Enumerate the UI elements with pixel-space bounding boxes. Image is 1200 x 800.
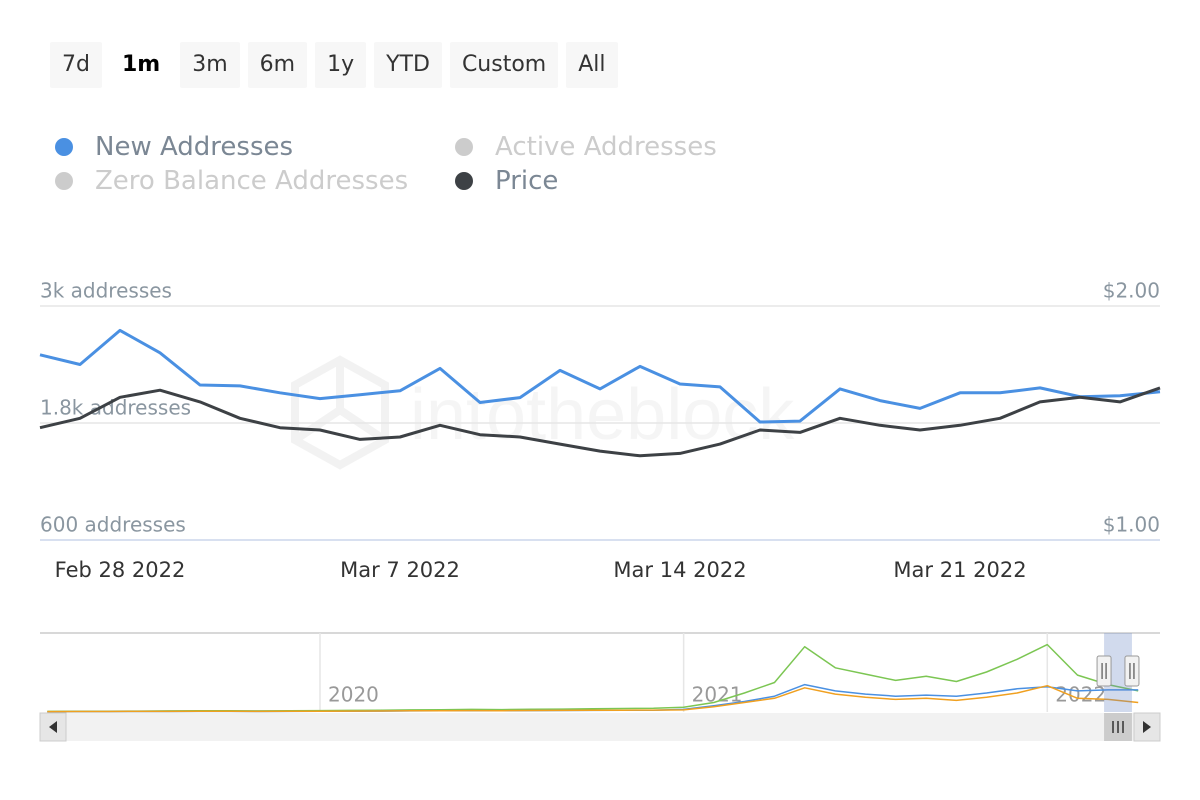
range-button[interactable]: 1y — [315, 42, 367, 88]
y2-tick-label: $2.00 — [1103, 279, 1160, 303]
x-tick-label: Mar 14 2022 — [613, 558, 746, 582]
legend-label: New Addresses — [95, 132, 294, 162]
legend-symbol — [455, 172, 473, 190]
legend-item[interactable]: Price — [455, 166, 855, 196]
navigator-handle[interactable] — [1096, 655, 1112, 687]
legend-item[interactable]: New Addresses — [55, 132, 455, 162]
legend-item[interactable]: Zero Balance Addresses — [55, 166, 455, 196]
arrow-left — [49, 721, 57, 733]
arrow-right — [1143, 721, 1151, 733]
handle-grip — [1101, 663, 1107, 679]
navigator-handle[interactable] — [1124, 655, 1140, 687]
series-line — [39, 386, 1161, 458]
range-button[interactable]: Custom — [449, 42, 559, 88]
y-tick-label: 600 addresses — [40, 513, 186, 537]
range-selector: 7d 1m 3m 6m 1y YTD Custom All — [50, 42, 618, 88]
navigator-tick-label: 2022 — [1055, 683, 1106, 707]
x-tick-label: Mar 7 2022 — [340, 558, 460, 582]
x-tick-label: Feb 28 2022 — [55, 558, 186, 582]
range-button[interactable]: 3m — [180, 42, 240, 88]
legend-label: Zero Balance Addresses — [95, 166, 409, 196]
legend-symbol — [55, 172, 73, 190]
legend-symbol — [455, 138, 473, 156]
series-line — [47, 684, 1139, 713]
range-button[interactable]: 6m — [247, 42, 308, 88]
legend-label: Price — [495, 166, 559, 196]
scrollbar — [39, 712, 1161, 742]
y2-tick-label: $1.00 — [1103, 513, 1160, 537]
range-button[interactable]: 1m — [109, 42, 173, 88]
range-button[interactable]: 7d — [50, 42, 102, 88]
x-tick-label: Mar 21 2022 — [893, 558, 1026, 582]
legend-item[interactable]: Active Addresses — [455, 132, 855, 162]
navigator: 2020 2021 2022 — [40, 632, 1160, 713]
range-button[interactable]: YTD — [374, 42, 442, 88]
watermark: intotheblock — [291, 355, 795, 470]
navigator-tick-label: 2020 — [328, 683, 379, 707]
legend-symbol — [55, 138, 73, 156]
series-line — [39, 328, 1161, 424]
legend: New Addresses Active Addresses Zero Balanc… — [55, 132, 855, 196]
thumb-grip — [1112, 721, 1124, 733]
scrollbar-track[interactable] — [40, 713, 1160, 741]
watermark-icon — [291, 355, 389, 470]
series-line — [47, 643, 1139, 713]
range-button[interactable]: All — [566, 42, 618, 88]
handle-grip — [1129, 663, 1135, 679]
legend-label: Active Addresses — [495, 132, 717, 162]
y-tick-label: 3k addresses — [40, 279, 172, 303]
